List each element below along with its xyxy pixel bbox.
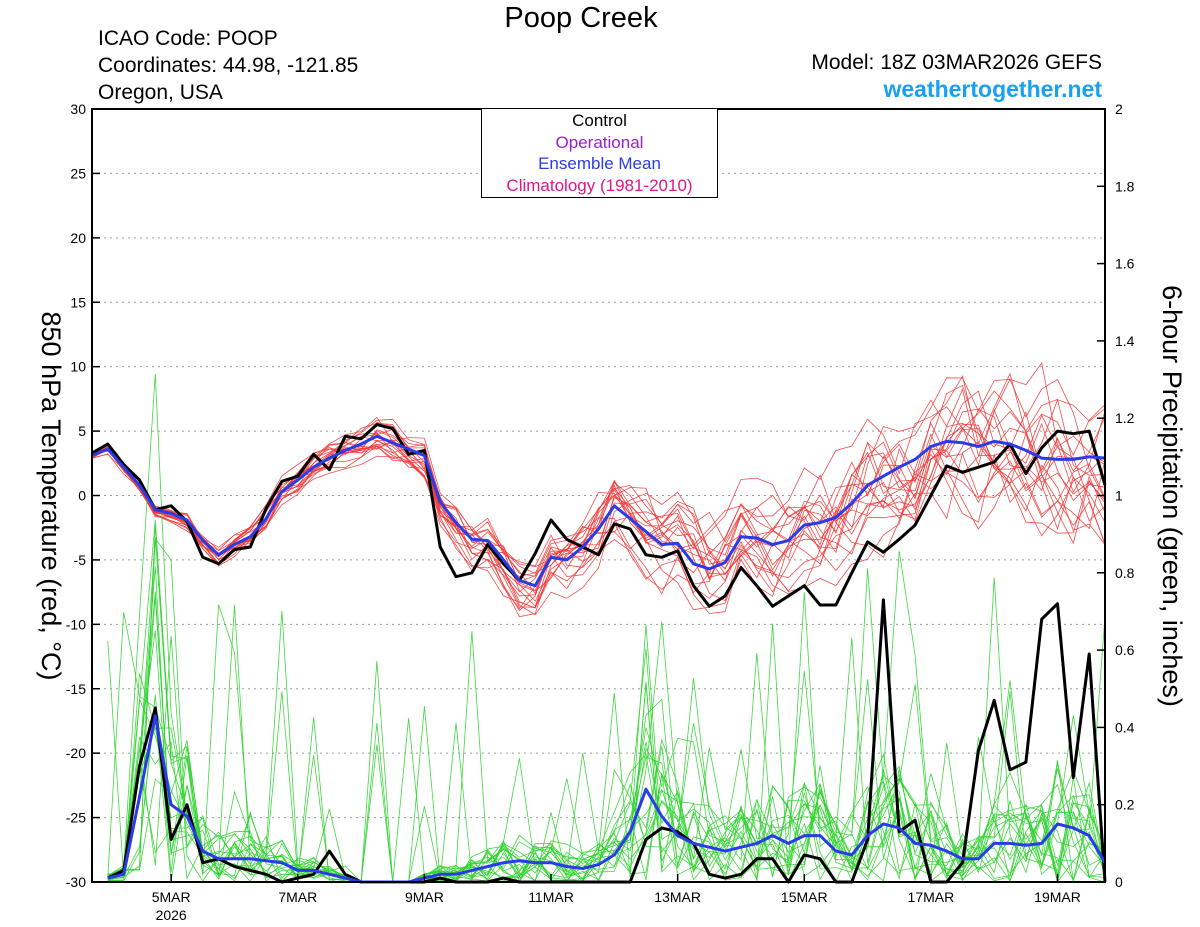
temp-member-line — [91, 408, 1106, 593]
left-tick-label: 10 — [70, 359, 86, 375]
region: Oregon, USA — [98, 81, 223, 104]
precip-member-line — [107, 519, 1106, 883]
right-tick-label: 0 — [1115, 874, 1123, 890]
page-title: Poop Creek — [504, 2, 658, 34]
temp-member-line — [91, 422, 1106, 602]
right-tick-label: 0.6 — [1115, 642, 1135, 658]
precip-member-line — [107, 637, 1106, 883]
precip-member-line — [107, 611, 1106, 883]
temp-member-line — [91, 362, 1106, 609]
right-tick-label: 0.2 — [1115, 797, 1135, 813]
temp-member-line — [91, 372, 1106, 582]
right-tick-label: 1.4 — [1115, 333, 1135, 349]
legend-climatology: Climatology (1981-2010) — [506, 175, 693, 195]
precip-member-line — [107, 631, 1106, 883]
right-tick-label: 2 — [1115, 101, 1123, 117]
temp-member-line — [91, 427, 1106, 618]
legend-operational: Operational — [555, 132, 644, 152]
right-tick-label: 1.2 — [1115, 410, 1135, 426]
precip-member-line — [107, 670, 1106, 883]
left-tick-label: 0 — [78, 488, 86, 504]
x-tick-label: 15MAR — [781, 889, 828, 905]
right-axis-label: 6-hour Precipitation (green, inches) — [1157, 285, 1187, 707]
control-temp-line — [91, 423, 1107, 608]
left-tick-label: 5 — [78, 423, 86, 439]
temp-member-line — [91, 399, 1106, 614]
mean-temp-line — [91, 434, 1106, 588]
axis-ticks: 302520151050-5-10-15-20-25-3021.81.61.41… — [66, 101, 1135, 923]
precip-member-line — [107, 698, 1106, 883]
x-tick-label: 5MAR — [152, 889, 191, 905]
legend-ensemble-mean: Ensemble Mean — [538, 154, 661, 173]
right-tick-label: 1 — [1115, 488, 1123, 504]
precip-member-line — [107, 591, 1106, 883]
right-tick-label: 1.6 — [1115, 256, 1135, 272]
left-tick-label: 20 — [70, 230, 86, 246]
x-year-label: 2026 — [156, 907, 187, 923]
icao-code: ICAO Code: POOP — [98, 27, 278, 50]
legend-control: Control — [572, 111, 627, 130]
temp-member-line — [91, 442, 1106, 616]
temp-member-line — [91, 408, 1106, 595]
precip-member-line — [107, 537, 1106, 883]
temp-member-line — [91, 422, 1106, 611]
left-tick-label: 25 — [70, 165, 86, 181]
control-precip-line — [107, 598, 1107, 884]
x-tick-label: 17MAR — [908, 889, 955, 905]
precip-member-line — [107, 630, 1106, 883]
mean-precip-line — [107, 714, 1107, 884]
left-tick-label: 15 — [70, 294, 86, 310]
precip-member-line — [107, 524, 1106, 883]
left-tick-label: 30 — [70, 101, 86, 117]
right-tick-label: 1.8 — [1115, 178, 1135, 194]
grid-lines — [92, 172, 1105, 819]
left-tick-label: -25 — [66, 810, 86, 826]
left-tick-label: -10 — [66, 616, 86, 632]
precip-member-line — [107, 577, 1106, 883]
x-tick-label: 19MAR — [1034, 889, 1081, 905]
right-tick-label: 0.8 — [1115, 565, 1135, 581]
x-tick-label: 7MAR — [278, 889, 317, 905]
x-tick-label: 13MAR — [654, 889, 701, 905]
model-run: Model: 18Z 03MAR2026 GEFS — [811, 51, 1102, 74]
left-tick-label: -5 — [74, 552, 87, 568]
site-link[interactable]: weathertogether.net — [883, 76, 1102, 102]
left-tick-label: -20 — [66, 745, 86, 761]
legend: Control Operational Ensemble Mean Climat… — [481, 108, 718, 198]
right-tick-label: 0.4 — [1115, 719, 1135, 735]
precip-member-line — [107, 566, 1106, 883]
x-tick-label: 11MAR — [528, 889, 574, 905]
left-axis-label: 850 hPa Temperature (red, °C) — [36, 312, 66, 681]
coordinates: Coordinates: 44.98, -121.85 — [98, 54, 359, 77]
left-tick-label: -15 — [66, 681, 86, 697]
temp-member-line — [91, 390, 1106, 612]
x-tick-label: 9MAR — [405, 889, 444, 905]
left-tick-label: -30 — [66, 874, 86, 890]
precip-member-line — [107, 592, 1106, 883]
precip-member-line — [107, 623, 1106, 883]
